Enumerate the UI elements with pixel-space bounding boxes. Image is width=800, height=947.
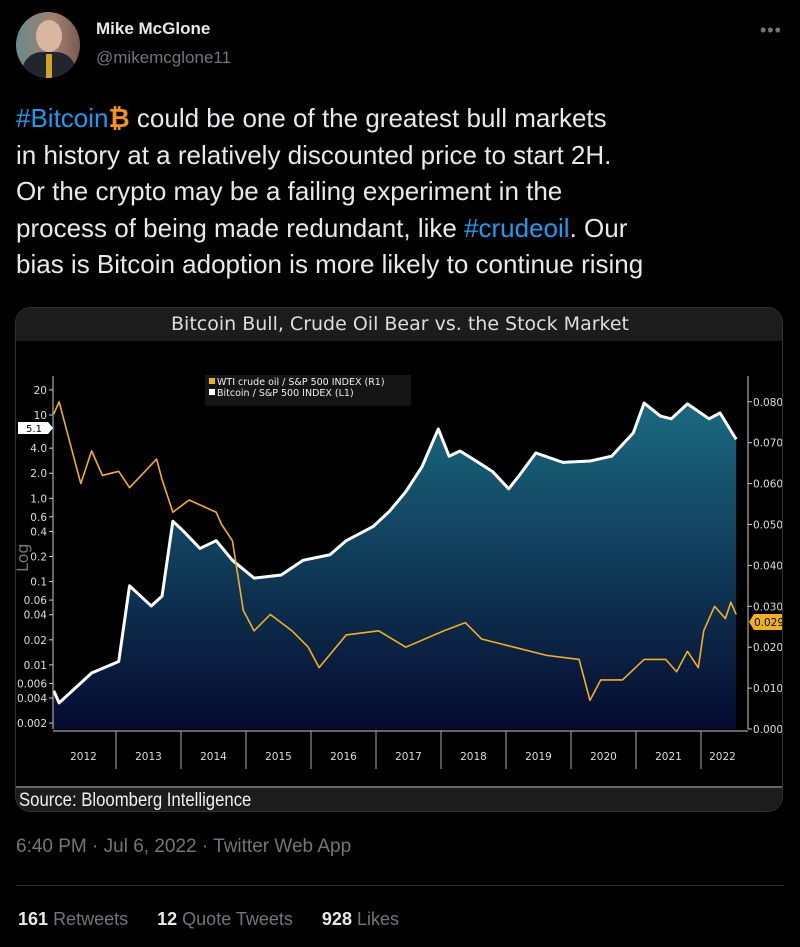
right-tick-label: 0.060	[753, 479, 783, 491]
left-tick-label: 2.0	[30, 468, 47, 480]
left-tick-label: 0.6	[30, 512, 47, 524]
retweets-count: 161	[18, 909, 49, 929]
left-tick-label: 1.0	[30, 493, 47, 505]
tweet-line: in history at a relatively discounted pr…	[16, 137, 643, 174]
tweet-stats: 161 Retweets 12 Quote Tweets 928 Likes	[18, 909, 423, 930]
tweet-text: #Bitcoin₿ could be one of the greatest b…	[16, 100, 643, 283]
tweet-timestamp[interactable]: 6:40 PM · Jul 6, 2022 · Twitter Web App	[16, 836, 352, 857]
left-tick-label: 10	[34, 410, 47, 422]
x-tick-label: 2020	[590, 751, 617, 763]
chart-image[interactable]: 20 10 4.0 2.0 1.0 0.6 0.4 0.2 0.1 0.06 0.04 0.02 0.0…	[15, 307, 783, 812]
right-tick-label: 0.010	[753, 683, 783, 695]
tweet-line: Or the crypto may be a failing experimen…	[16, 173, 643, 210]
x-tick-label: 2018	[460, 751, 487, 763]
quotes-label: Quote Tweets	[182, 909, 293, 929]
likes-link[interactable]: 928 Likes	[322, 909, 399, 929]
left-tick-label: 0.04	[24, 610, 48, 622]
tweet-text-segment: process of being made redundant, like	[16, 212, 465, 243]
chart: 20 10 4.0 2.0 1.0 0.6 0.4 0.2 0.1 0.06 0.04 0.02 0.0…	[16, 341, 783, 786]
tweet-line: process of being made redundant, like #c…	[16, 210, 643, 247]
avatar[interactable]	[16, 12, 80, 78]
left-tick-label: 0.1	[30, 577, 47, 589]
x-tick-label: 2013	[135, 751, 162, 763]
right-tick-label: 0.000	[753, 724, 783, 736]
left-tick-label: 0.06	[24, 595, 48, 607]
oil-last-value-tag	[749, 614, 782, 630]
tweet-text-segment: bias is Bitcoin adoption is more likely …	[16, 249, 644, 279]
left-tick-label: 0.004	[17, 693, 47, 705]
oil-last-value: 0.029	[754, 617, 783, 629]
x-tick-label: 2015	[265, 751, 292, 763]
x-tick-label: 2019	[525, 751, 552, 763]
bitcoin-last-value-tag	[18, 422, 53, 434]
tweet-line: #Bitcoin₿ could be one of the greatest b…	[16, 100, 643, 137]
x-tick-label: 2012	[70, 751, 97, 763]
x-tick-label: 2016	[330, 751, 357, 763]
left-tick-label: 20	[34, 385, 47, 397]
chart-source: Source: Bloomberg Intelligence	[19, 790, 252, 811]
likes-label: Likes	[356, 909, 400, 929]
author-name[interactable]: Mike McGlone	[96, 19, 211, 38]
legend-box	[205, 375, 411, 406]
retweets-link[interactable]: 161 Retweets	[18, 909, 128, 929]
tweet-text-segment: Or the crypto may be a failing experimen…	[16, 176, 563, 206]
legend-entry: Bitcoin / S&P 500 INDEX (L1)	[217, 388, 354, 399]
more-horizontal-icon[interactable]: •••	[760, 20, 782, 40]
retweets-label: Retweets	[53, 909, 129, 929]
divider	[16, 885, 784, 886]
left-tick-label: 0.006	[17, 678, 47, 690]
left-tick-label: 0.02	[24, 635, 47, 647]
x-tick-label: 2017	[395, 751, 422, 763]
hashtag-link[interactable]: #crudeoil	[464, 212, 570, 243]
tweet-line: bias is Bitcoin adoption is more likely …	[16, 246, 643, 283]
left-tick-label: 4.0	[30, 443, 47, 455]
source-bar: Source: Bloomberg Intelligence	[16, 786, 782, 811]
bitcoin-emoji-icon: ₿	[108, 103, 130, 133]
log-axis-label: Log	[16, 543, 32, 572]
bitcoin-area	[53, 403, 737, 729]
likes-count: 928	[321, 909, 352, 929]
hashtag-link[interactable]: #Bitcoin	[16, 103, 109, 133]
legend-swatch	[209, 378, 215, 384]
x-tick-label: 2014	[200, 751, 227, 763]
tweet-text-segment: in history at a relatively discounted pr…	[16, 139, 612, 170]
quote-tweets-link[interactable]: 12 Quote Tweets	[157, 909, 293, 929]
right-tick-label: 0.020	[753, 642, 783, 654]
left-tick-label: 0.4	[30, 526, 47, 538]
legend-swatch	[209, 389, 215, 395]
right-tick-label: 0.040	[753, 560, 783, 572]
right-tick-label: 0.080	[753, 397, 783, 409]
left-tick-label: 0.2	[30, 552, 47, 564]
bitcoin-line	[52, 401, 738, 705]
x-tick-label: 2022	[709, 751, 736, 763]
author-handle[interactable]: @mikemcglone11	[96, 48, 232, 67]
tweet-text-segment: . Our	[569, 212, 628, 243]
chart-title: Bitcoin Bull, Crude Oil Bear vs. the Sto…	[16, 308, 782, 341]
x-tick-label: 2021	[655, 751, 682, 763]
tweet-text-segment: could be one of the greatest bull market…	[129, 103, 607, 133]
bitcoin-last-value: 5.1	[26, 424, 42, 435]
legend-entry: WTI crude oil / S&P 500 INDEX (R1)	[217, 377, 385, 388]
left-tick-label: 0.01	[24, 660, 47, 672]
right-tick-label: 0.070	[753, 438, 783, 450]
left-tick-label: 0.002	[17, 718, 47, 730]
right-tick-label: 0.050	[753, 520, 783, 532]
right-tick-label: 0.030	[753, 601, 783, 613]
crude-oil-line	[52, 400, 737, 702]
quotes-count: 12	[157, 909, 178, 929]
